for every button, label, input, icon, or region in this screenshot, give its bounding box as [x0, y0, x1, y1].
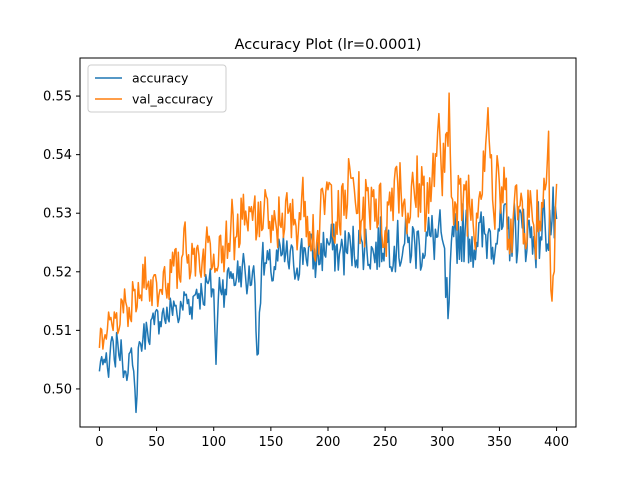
x-tick-label: 100 [201, 435, 226, 450]
x-tick-label: 50 [148, 435, 165, 450]
x-tick-label: 200 [316, 435, 341, 450]
axis-ticks: 0 50 100 150 200 250 300 350 400 0.50 0.51 0.52 0.53… [43, 90, 569, 450]
chart-title: Accuracy Plot (lr=0.0001) [235, 37, 422, 53]
y-tick-label: 0.51 [43, 324, 72, 339]
x-tick-label: 250 [373, 435, 398, 450]
x-tick-label: 150 [258, 435, 283, 450]
x-tick-label: 300 [430, 435, 455, 450]
x-tick-label: 350 [487, 435, 512, 450]
y-tick-label: 0.53 [43, 207, 72, 222]
x-tick-label: 0 [95, 435, 103, 450]
legend-label-val-accuracy: val_accuracy [132, 92, 214, 107]
legend-box [87, 64, 227, 113]
legend-label-accuracy: accuracy [132, 71, 189, 86]
series-line-accuracy [98, 186, 558, 414]
y-tick-label: 0.50 [43, 382, 72, 397]
x-tick-label: 400 [544, 435, 569, 450]
y-tick-label: 0.52 [43, 265, 72, 280]
series-line-val-accuracy [98, 92, 558, 350]
y-tick-label: 0.55 [43, 90, 72, 105]
plot-area [98, 92, 558, 414]
y-tick-label: 0.54 [43, 148, 72, 163]
legend: accuracy val_accuracy [87, 64, 227, 113]
